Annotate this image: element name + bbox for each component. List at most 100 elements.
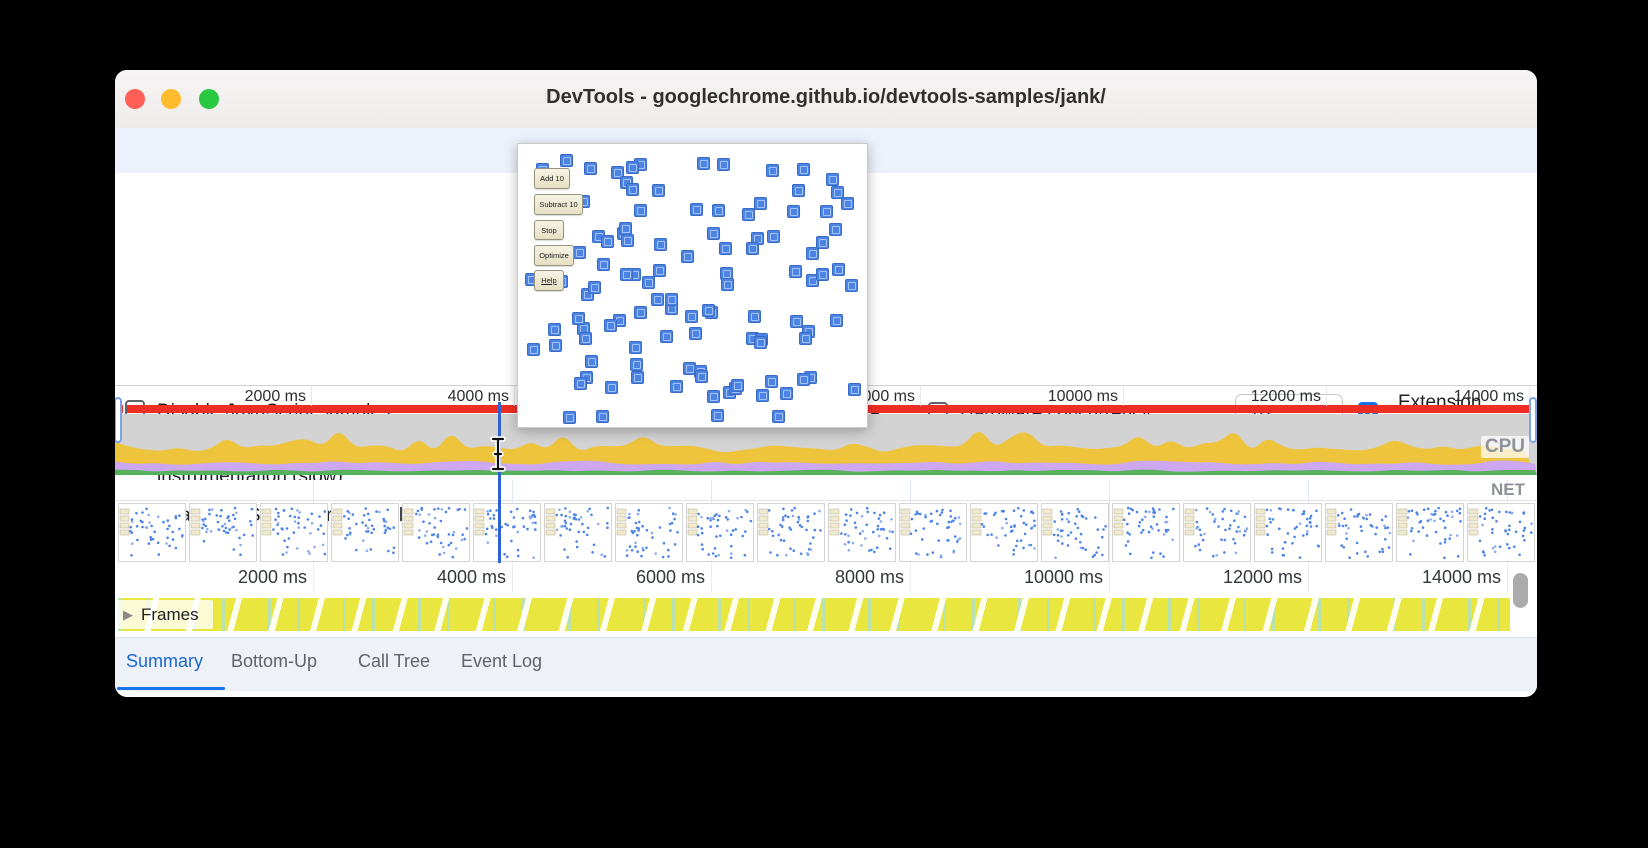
screenshot-square [597,258,610,271]
bottom-tab-call-tree[interactable]: Call Tree [358,651,431,671]
bottom-tab-event-log[interactable]: Event Log [461,651,543,671]
screenshot-square [806,247,819,260]
screenshot-square [711,409,724,422]
timeline-playhead[interactable] [498,402,501,563]
screenshot-square [765,375,778,388]
screenshot-square [584,162,597,175]
screenshot-square [731,379,744,392]
screenshot-square [653,264,666,277]
screenshot-square [697,157,710,170]
screenshot-square [806,274,819,287]
screenshot-square [702,304,715,317]
screenshot-square [549,339,562,352]
screenshot-square [848,383,861,396]
minimize-button[interactable] [161,89,181,109]
screenshot-square [756,389,769,402]
screenshot-button-stop: Stop [534,220,564,240]
detail-gridline [1109,480,1110,563]
bottom-tab-summary[interactable]: Summary [126,651,204,671]
screenshot-square [695,370,708,383]
screenshot-square [754,197,767,210]
screenshot-square [548,323,561,336]
overview-gridline [920,385,921,406]
screenshot-button-add-10: Add 10 [534,168,570,189]
net-overview-band[interactable] [115,480,1537,501]
screenshot-square [681,250,694,263]
screenshot-square [841,197,854,210]
filmstrip[interactable] [115,503,1537,563]
screenshot-square [767,230,780,243]
window-title: DevTools - googlechrome.github.io/devtoo… [546,86,1106,108]
screenshot-square [573,246,586,259]
screenshot-square [634,204,647,217]
screenshot-button-subtract-10: Subtract 10 [534,194,583,215]
screenshot-square [654,238,667,251]
screenshot-square [527,343,540,356]
screenshot-square [787,205,800,218]
detail-ruler-gridline [711,563,712,593]
screenshot-square [572,312,585,325]
cpu-band-label: CPU [1480,436,1529,458]
detail-ruler-gridline [1109,563,1110,593]
overview-left-handle[interactable] [115,397,122,443]
screenshot-square [748,310,761,323]
screenshot-square [621,234,634,247]
vertical-scrollbar-thumb[interactable] [1513,573,1528,608]
screenshot-square [585,355,598,368]
screenshot-square [689,327,702,340]
detail-ruler-label: 6000 ms [635,567,705,587]
screenshot-square [746,242,759,255]
screenshot-square [831,186,844,199]
zoom-button[interactable] [199,89,219,109]
frames-track-header[interactable]: ▶ Frames [115,600,213,629]
devtools-window: DevTools - googlechrome.github.io/devtoo… [115,70,1537,697]
screenshot-square [596,410,609,423]
detail-ruler-gridline [1507,563,1508,593]
screenshot-square [634,306,647,319]
screenshot-square [789,265,802,278]
close-button[interactable] [125,89,145,109]
screenshot-square [772,410,785,423]
detail-ruler-label: 12000 ms [1222,567,1302,587]
detail-ruler-label: 14000 ms [1421,567,1501,587]
screenshot-square [754,336,767,349]
screenshot-square [717,158,730,171]
screenshot-square [820,205,833,218]
screenshot-square [707,390,720,403]
screenshot-square [799,332,812,345]
screenshot-square [826,173,839,186]
frames-expand-arrow-icon[interactable]: ▶ [123,606,133,622]
frames-track[interactable] [118,598,1510,631]
screenshot-button-optimize: Optimize [534,245,574,266]
overview-right-handle[interactable] [1529,397,1537,443]
screenshot-square [560,154,573,167]
overview-ruler-label: 4000 ms [447,388,509,405]
summary-tab-underline [117,687,225,690]
screenshot-square [685,310,698,323]
text-cursor [490,436,506,472]
screenshot-square [816,268,829,281]
screenshot-square [670,380,683,393]
overview-gridline [1326,385,1327,406]
screenshot-square [829,223,842,236]
screenshot-square [830,314,843,327]
overview-ruler-label: 10000 ms [1047,388,1118,405]
frames-label: Frames [141,604,199,624]
screenshot-square [626,161,639,174]
screenshot-square [626,183,639,196]
screenshot-square [563,411,576,424]
detail-ruler-label: 4000 ms [436,567,506,587]
detail-ruler-gridline [1308,563,1309,593]
net-band-label: NET [1491,480,1525,499]
screenshot-square [631,371,644,384]
screenshot-square [766,164,779,177]
screenshot-square [574,377,587,390]
screenshot-square [845,279,858,292]
overview-ruler-label: 8000 ms [853,388,915,405]
overview-gridline [311,385,312,406]
screenshot-square [816,236,829,249]
screenshot-square [629,341,642,354]
screenshot-square [611,166,624,179]
bottom-tab-bottom-up[interactable]: Bottom-Up [231,651,318,671]
screenshot-square [719,242,732,255]
